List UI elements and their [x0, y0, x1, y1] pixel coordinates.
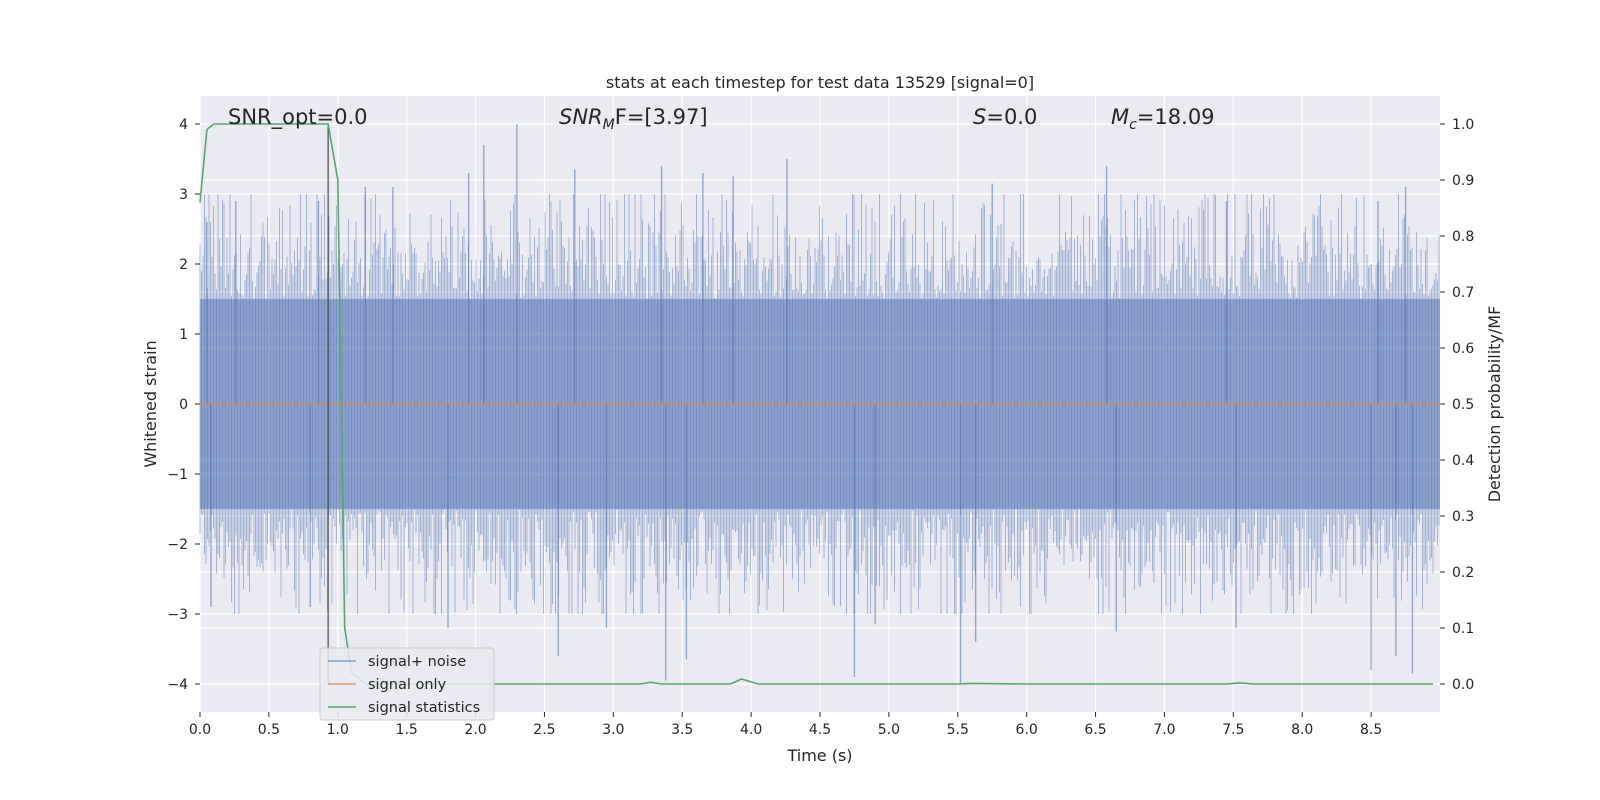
x-tick-label: 4.0	[740, 722, 762, 738]
annotation-mc: Mc=18.09	[1111, 105, 1215, 133]
y-axis-ticks: −4 −3 −2 −1 0 1 2 3 4	[167, 117, 200, 693]
y-tick-label: −4	[167, 677, 188, 693]
y-axis-label: Whitened strain	[141, 340, 160, 467]
y-right-tick-label: 0.6	[1452, 341, 1474, 357]
y-right-tick-label: 0.9	[1452, 173, 1474, 189]
x-tick-label: 2.0	[464, 722, 486, 738]
x-tick-label: 1.5	[396, 722, 418, 738]
x-tick-label: 1.0	[327, 722, 349, 738]
x-axis-ticks: 0.0 0.5 1.0 1.5 2.0 2.5 3.0 3.5 4.0 4.5 5.0 5.5 6.0 6…	[189, 712, 1382, 738]
y-tick-label: −2	[167, 537, 188, 553]
y-right-tick-label: 1.0	[1452, 117, 1474, 133]
y-right-tick-label: 0.4	[1452, 453, 1474, 469]
annotation-mc-rest: =18.09	[1137, 105, 1215, 129]
chart-title: stats at each timestep for test data 135…	[606, 73, 1034, 92]
annotation-mc-sub: c	[1129, 117, 1137, 133]
x-tick-label: 3.5	[671, 722, 693, 738]
signal-statistics-series	[199, 123, 1434, 685]
annotation-snr-mf: SNRMF=[3.97]	[559, 105, 708, 133]
y-tick-label: −3	[167, 607, 188, 623]
x-tick-label: 5.5	[947, 722, 969, 738]
annotation-snr-mf-rest: F=[3.97]	[615, 105, 708, 129]
y-tick-label: 3	[179, 187, 188, 203]
x-tick-label: 0.0	[189, 722, 211, 738]
x-tick-label: 3.0	[602, 722, 624, 738]
legend: signal+ noise signal only signal statist…	[319, 647, 495, 721]
y-tick-label: 4	[179, 117, 188, 133]
y-right-tick-label: 0.0	[1452, 677, 1474, 693]
x-tick-label: 6.0	[1016, 722, 1038, 738]
y-right-tick-label: 0.1	[1452, 621, 1474, 637]
x-tick-label: 0.5	[258, 722, 280, 738]
annotation-snr-mf-base: SNR	[559, 105, 603, 129]
y-tick-label: 2	[179, 257, 188, 273]
legend-label-signal-noise: signal+ noise	[368, 654, 466, 670]
y-tick-label: −1	[167, 467, 188, 483]
annotation-snr-mf-sub: M	[603, 117, 615, 133]
y-right-tick-label: 0.8	[1452, 229, 1474, 245]
x-tick-label: 5.0	[878, 722, 900, 738]
noise-spikes	[199, 194, 1440, 614]
y-right-tick-label: 0.5	[1452, 397, 1474, 413]
x-tick-label: 2.5	[533, 722, 555, 738]
x-tick-label: 7.5	[1222, 722, 1244, 738]
annotation-s-base: S	[973, 105, 986, 129]
y-tick-label: 0	[179, 397, 188, 413]
x-axis-label: Time (s)	[786, 746, 852, 765]
x-tick-label: 4.5	[809, 722, 831, 738]
x-tick-label: 6.5	[1084, 722, 1106, 738]
y-axis-right-ticks: 0.0 0.1 0.2 0.3 0.4 0.5 0.6 0.7 0.8 0.9 1.0	[1440, 117, 1474, 693]
x-tick-label: 8.0	[1291, 722, 1313, 738]
annotation-mc-base: M	[1111, 105, 1129, 129]
legend-box	[319, 647, 495, 721]
y-tick-label: 1	[179, 327, 188, 343]
annotation-s-rest: =0.0	[986, 105, 1037, 129]
y-right-tick-label: 0.7	[1452, 285, 1474, 301]
annotation-snr-opt: SNR_opt=0.0	[228, 105, 368, 130]
y-axis-right-label: Detection probability/MF	[1485, 306, 1504, 503]
annotation-s: S=0.0	[973, 105, 1037, 129]
legend-label-signal-statistics: signal statistics	[368, 700, 480, 716]
y-right-tick-label: 0.2	[1452, 565, 1474, 581]
x-tick-label: 8.5	[1360, 722, 1382, 738]
y-right-tick-label: 0.3	[1452, 509, 1474, 525]
legend-label-signal-only: signal only	[368, 677, 447, 693]
x-tick-label: 7.0	[1153, 722, 1175, 738]
